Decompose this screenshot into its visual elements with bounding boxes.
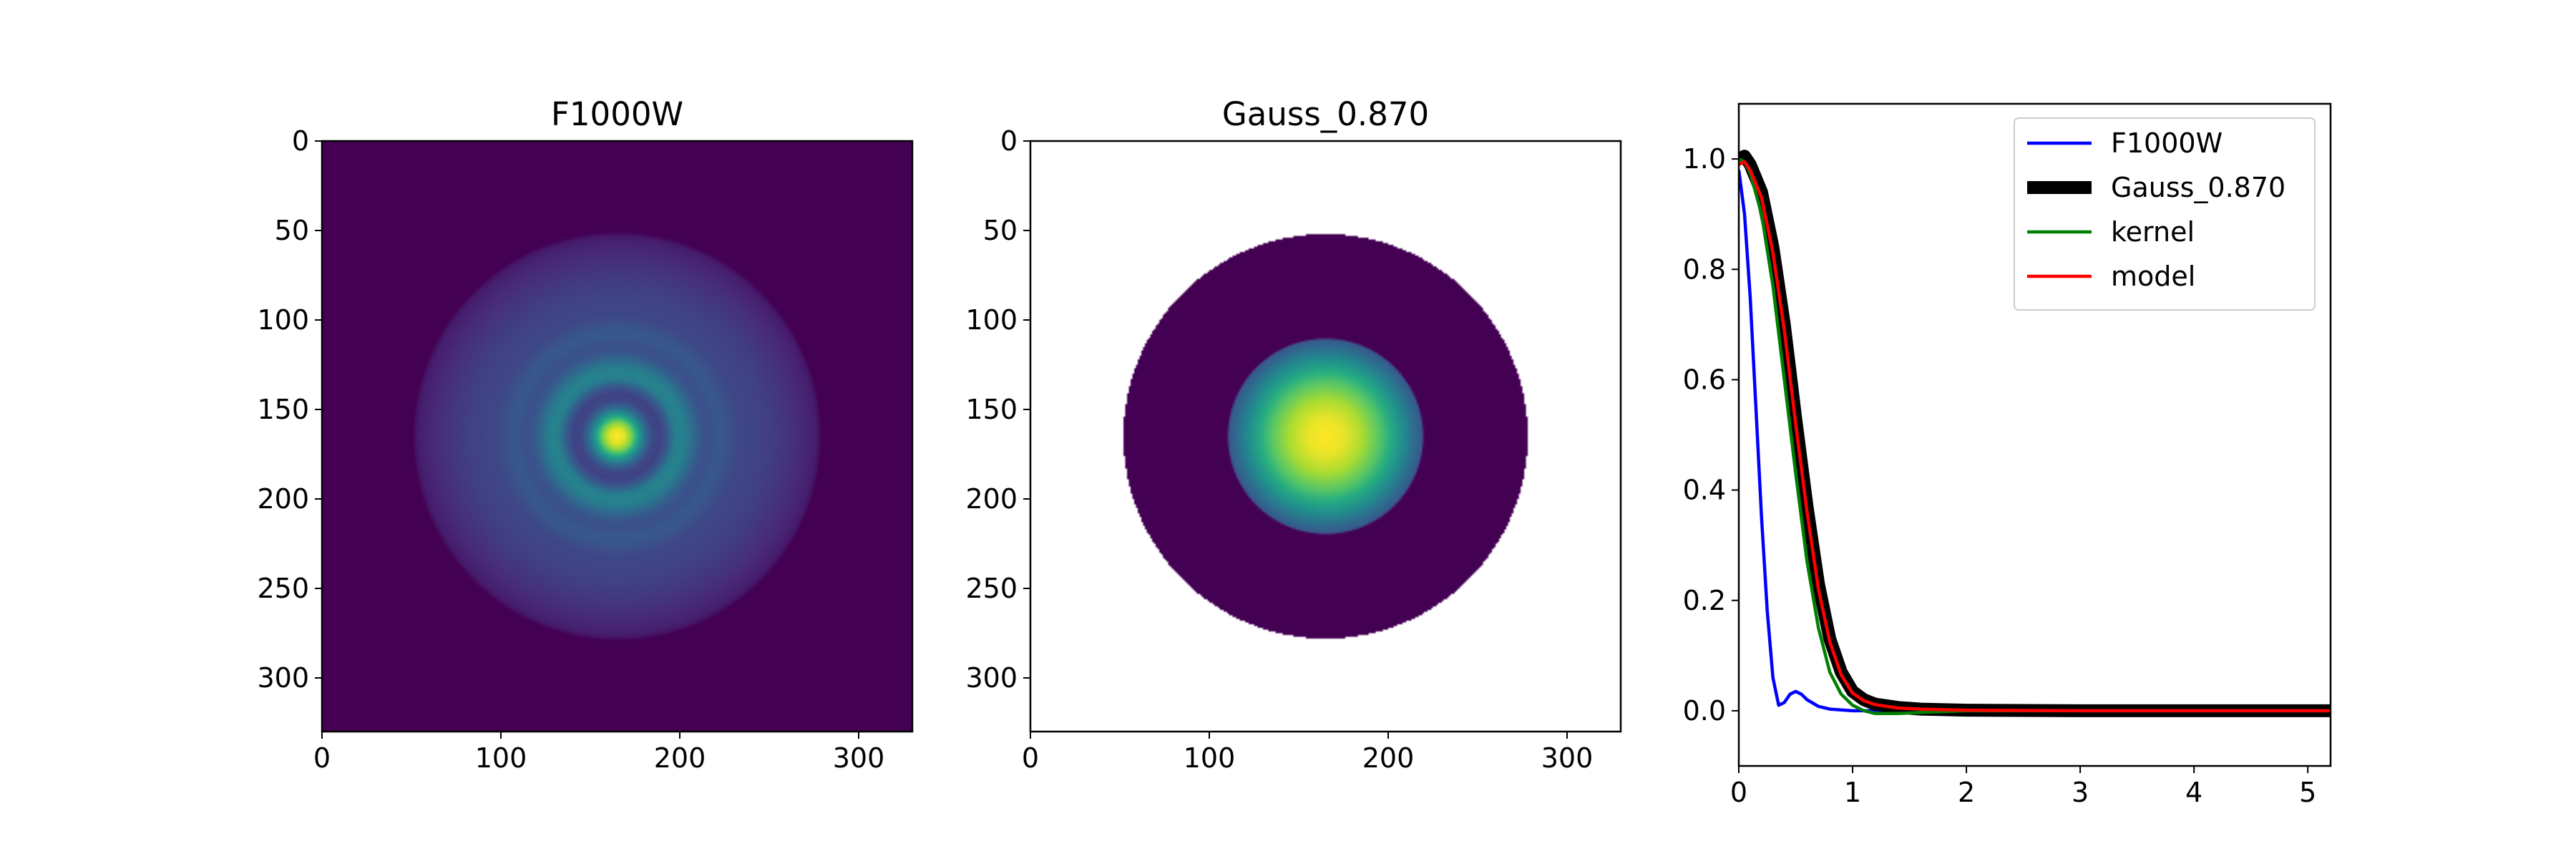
y-tick-label: 100 xyxy=(965,304,1018,336)
heatmap-image-gauss xyxy=(1030,141,1621,732)
y-tick-label: 200 xyxy=(257,483,309,515)
legend-label: Gauss_0.870 xyxy=(2111,172,2285,203)
y-tick-label: 150 xyxy=(965,394,1018,425)
x-tick-label: 200 xyxy=(1362,742,1415,774)
axes-frame-f1000w xyxy=(321,140,914,733)
y-tick-label: 300 xyxy=(965,662,1018,694)
y-tick-label: 0.8 xyxy=(1683,253,1726,285)
y-tick-label: 50 xyxy=(983,215,1018,246)
x-tick-label: 1 xyxy=(1844,777,1861,808)
panel-profiles: 0 1 2 3 4 5 0.0 0.2 0.4 0.6 0.8 1.0 F1000W Gauss_0.87… xyxy=(1683,102,2332,808)
y-tick-label: 100 xyxy=(257,304,309,336)
y-tick-label: 250 xyxy=(965,573,1018,604)
heatmap-image-f1000w xyxy=(322,141,912,732)
x-tick-label: 300 xyxy=(833,742,885,774)
x-tick-label: 0 xyxy=(313,742,331,774)
y-tick-label: 0.6 xyxy=(1683,364,1726,395)
x-tick-label: 0 xyxy=(1022,742,1039,774)
y-tick-label: 50 xyxy=(275,215,309,246)
x-tick-label: 4 xyxy=(2185,777,2202,808)
chart-title-f1000w: F1000W xyxy=(551,95,683,133)
y-tick-label: 250 xyxy=(257,573,309,604)
legend-label: F1000W xyxy=(2111,127,2223,159)
y-tick-label: 150 xyxy=(257,394,309,425)
legend-box xyxy=(2014,117,2316,311)
y-tick-label: 0.0 xyxy=(1683,695,1726,727)
axes-frame-gauss xyxy=(1029,140,1622,733)
series-line-model xyxy=(1739,160,2331,713)
x-tick-label: 300 xyxy=(1541,742,1594,774)
panel-f1000w: F1000W 0 100 200 300 0 50 100 150 200 250 300 xyxy=(257,95,914,774)
y-tick-label: 0.2 xyxy=(1683,585,1726,616)
y-tick-label: 0 xyxy=(292,125,309,157)
x-tick-label: 5 xyxy=(2299,777,2316,808)
axes-frame-profiles xyxy=(1737,102,2332,767)
x-tick-label: 2 xyxy=(1958,777,1975,808)
panel-gauss: Gauss_0.870 0 100 200 300 0 50 100 150 200 250 300 xyxy=(965,95,1622,774)
y-tick-label: 0 xyxy=(1000,125,1018,157)
x-tick-label: 0 xyxy=(1730,777,1747,808)
y-tick-label: 0.4 xyxy=(1683,475,1726,506)
legend-label: kernel xyxy=(2111,216,2195,248)
x-tick-label: 100 xyxy=(1184,742,1236,774)
x-tick-label: 3 xyxy=(2072,777,2089,808)
x-tick-label: 200 xyxy=(654,742,706,774)
legend-label: model xyxy=(2111,261,2195,292)
series-group xyxy=(1739,150,2331,717)
y-tick-label: 300 xyxy=(257,662,309,694)
chart-title-gauss: Gauss_0.870 xyxy=(1222,95,1429,133)
y-tick-label: 1.0 xyxy=(1683,143,1726,175)
x-tick-label: 100 xyxy=(475,742,527,774)
y-tick-label: 200 xyxy=(965,483,1018,515)
